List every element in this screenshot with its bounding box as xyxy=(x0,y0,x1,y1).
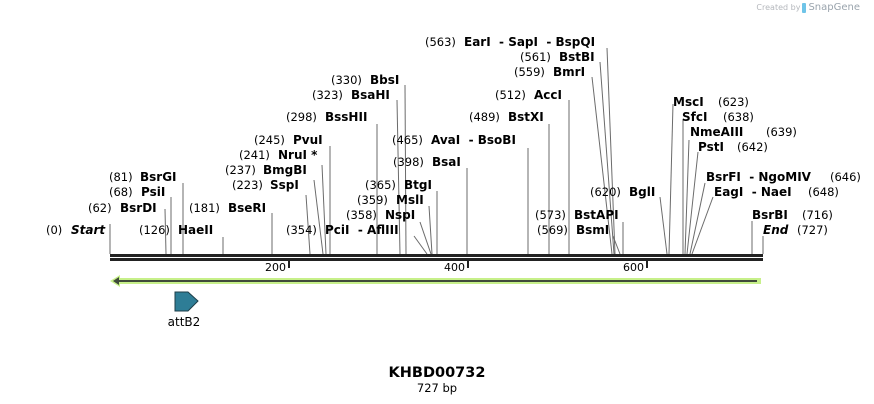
enzyme-pos: (323) xyxy=(312,88,343,102)
enzyme-name[interactable]: BsmI xyxy=(576,223,609,237)
enzyme-name[interactable]: NspI xyxy=(385,208,415,222)
enzyme-name[interactable]: PsiI xyxy=(141,185,165,199)
enzyme-pos: (512) xyxy=(495,88,526,102)
enzyme-name[interactable]: BsaI xyxy=(432,155,461,169)
enzyme-name[interactable]: BstXI xyxy=(508,110,544,124)
enzyme-pos: (638) xyxy=(723,110,754,124)
enzyme-name[interactable]: MscI xyxy=(673,95,704,109)
tick-200: 200 xyxy=(265,261,286,274)
enzyme-name[interactable]: BsrGI xyxy=(140,170,177,184)
feature-label-attB2: attB2 xyxy=(168,315,201,329)
enzyme-pos: (62) xyxy=(88,201,112,215)
enzyme-pos: (181) xyxy=(189,201,220,215)
enzyme-name[interactable]: BssHII xyxy=(325,110,367,124)
enzyme-pos: (330) xyxy=(331,73,362,87)
enzyme-name[interactable]: SfcI xyxy=(682,110,707,124)
watermark-brand: SnapGene xyxy=(808,2,860,13)
enzyme-name[interactable]: BmrI xyxy=(553,65,585,79)
enzyme-pos: (365) xyxy=(365,178,396,192)
enzyme-pos: (561) xyxy=(520,50,551,64)
enzyme-name[interactable]: BsrBI xyxy=(752,208,788,222)
enzyme-pos: (646) xyxy=(830,170,861,184)
enzyme-pos: (620) xyxy=(590,185,621,199)
enzyme-name[interactable]: MslI xyxy=(396,193,424,207)
enzyme-pos: (489) xyxy=(469,110,500,124)
enzyme-name[interactable]: AccI xyxy=(534,88,562,102)
end-position: (727) xyxy=(797,223,828,237)
enzyme-labels-right: MscI (623) SfcI (638) NmeAIII (639) PstI… xyxy=(673,95,861,222)
enzyme-pos: (716) xyxy=(802,208,833,222)
enzyme-pos: (559) xyxy=(514,65,545,79)
enzyme-name[interactable]: BstAPI xyxy=(574,208,619,222)
enzyme-pos: (359) xyxy=(357,193,388,207)
enzyme-name[interactable]: NruI * xyxy=(278,148,318,162)
tick-400: 400 xyxy=(444,261,465,274)
watermark-prefix: Created by xyxy=(756,3,801,12)
enzyme-pos: (126) xyxy=(139,223,170,237)
enzyme-pos: (648) xyxy=(808,185,839,199)
enzyme-name[interactable]: SspI xyxy=(270,178,299,192)
start-label: Start xyxy=(71,223,106,237)
enzyme-pos: (623) xyxy=(718,95,749,109)
enzyme-pos: (81) xyxy=(109,170,133,184)
enzyme-name[interactable]: BseRI xyxy=(228,201,266,215)
enzyme-name[interactable]: PstI xyxy=(698,140,724,154)
enzyme-labels-left: (62) BsrDI (68) PsiI (81) BsrGI (126) Ha… xyxy=(88,35,655,237)
orf-reverse-arrow[interactable] xyxy=(110,275,761,287)
enzyme-name[interactable]: BsrDI xyxy=(120,201,157,215)
enzyme-pos: (642) xyxy=(737,140,768,154)
enzyme-name[interactable]: HaeII xyxy=(178,223,213,237)
enzyme-pos: (354) xyxy=(286,223,317,237)
enzyme-name[interactable]: PciI - AflIII xyxy=(325,223,399,237)
enzyme-pos: (358) xyxy=(346,208,377,222)
enzyme-name[interactable]: NmeAIII xyxy=(690,125,743,139)
enzyme-pos: (573) xyxy=(535,208,566,222)
enzyme-pos: (298) xyxy=(286,110,317,124)
enzyme-pos: (398) xyxy=(393,155,424,169)
enzyme-name[interactable]: BmgBI xyxy=(263,163,307,177)
construct-name: KHBD00732 xyxy=(388,365,486,381)
ruler-ticks: 200 400 600 xyxy=(265,261,648,274)
enzyme-name[interactable]: BglI xyxy=(629,185,655,199)
backbone-bottom-strand xyxy=(110,258,763,261)
enzyme-pos: (639) xyxy=(766,125,797,139)
end-label: End xyxy=(763,223,789,237)
snapgene-watermark: Created by SnapGene xyxy=(756,2,860,13)
tick-600: 600 xyxy=(623,261,644,274)
enzyme-pos: (465) xyxy=(392,133,423,147)
cut-site-lines xyxy=(109,47,764,255)
enzyme-pos: (569) xyxy=(537,223,568,237)
construct-length: 727 bp xyxy=(416,381,458,395)
enzyme-pos: (68) xyxy=(109,185,133,199)
backbone-top-strand xyxy=(110,254,763,257)
enzyme-name[interactable]: EarI - SapI - BspQI xyxy=(464,35,595,49)
enzyme-pos: (245) xyxy=(254,133,285,147)
enzyme-pos: (563) xyxy=(425,35,456,49)
enzyme-name[interactable]: BsaHI xyxy=(351,88,390,102)
feature-attB2[interactable] xyxy=(174,291,199,312)
enzyme-name[interactable]: EagI - NaeI xyxy=(714,185,792,199)
enzyme-name[interactable]: AvaI - BsoBI xyxy=(431,133,516,147)
enzyme-pos: (241) xyxy=(239,148,270,162)
enzyme-name[interactable]: BstBI xyxy=(559,50,595,64)
enzyme-name[interactable]: BsrFI - NgoMIV xyxy=(706,170,812,184)
enzyme-pos: (237) xyxy=(225,163,256,177)
enzyme-name[interactable]: BtgI xyxy=(404,178,432,192)
snapgene-logo-icon xyxy=(802,2,807,13)
enzyme-name[interactable]: PvuI xyxy=(293,133,323,147)
enzyme-pos: (223) xyxy=(232,178,263,192)
start-position: (0) xyxy=(46,223,62,237)
enzyme-name[interactable]: BbsI xyxy=(370,73,399,87)
